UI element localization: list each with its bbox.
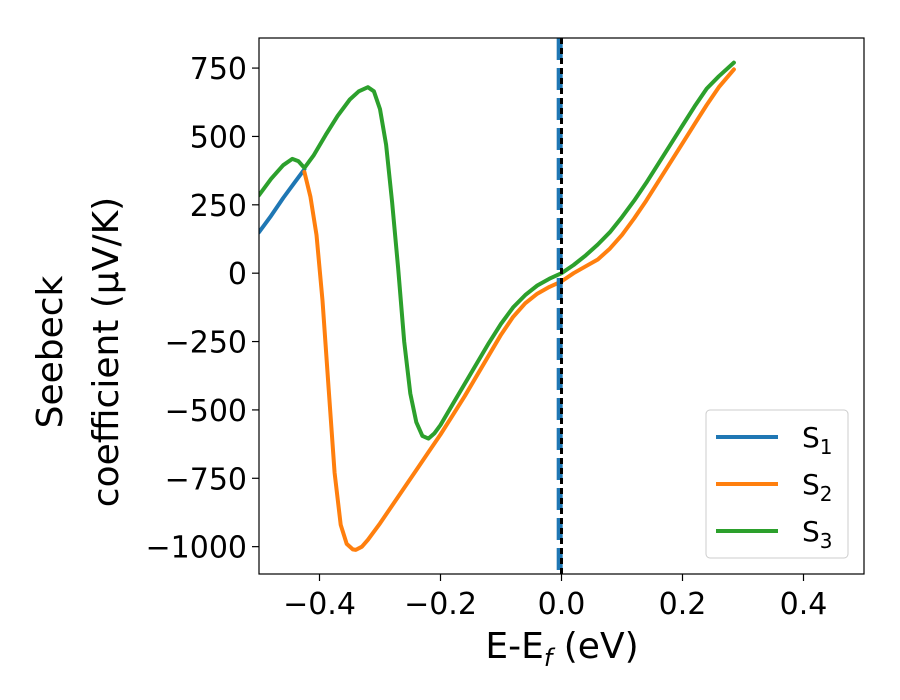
series-line-s3 [259, 60, 736, 441]
x-axis-label-main: E-E [485, 626, 543, 667]
x-tick-label: 0.4 [780, 587, 828, 622]
x-tick-label: 0.0 [538, 587, 586, 622]
y-tick-label: 500 [190, 120, 247, 155]
x-tick-label: −0.4 [283, 587, 356, 622]
legend-label-s2: S2 [802, 468, 833, 506]
y-tick-label: −500 [165, 394, 247, 429]
x-tick-label: 0.2 [659, 587, 707, 622]
y-axis-label-line2: coefficient (μV/K) [86, 197, 127, 507]
y-tick-label: 750 [190, 52, 247, 87]
series-line-s2 [302, 67, 736, 552]
y-tick-label: −750 [165, 462, 247, 497]
series-line-s1 [259, 167, 307, 235]
x-axis: −0.4 −0.2 0.0 0.2 0.4 [283, 574, 827, 622]
y-tick-label: 0 [228, 257, 247, 292]
legend: S1 S2 S3 [705, 409, 849, 559]
y-axis: 750 500 250 0 −250 −500 −750 −1000 [146, 52, 259, 566]
y-tick-label: 250 [190, 189, 247, 224]
y-axis-label: Seebeck coefficient (μV/K) [30, 197, 127, 507]
legend-label-s3: S3 [802, 515, 833, 553]
x-axis-label-tail: (eV) [552, 626, 638, 667]
legend-label-s1: S1 [802, 421, 833, 459]
y-tick-label: −250 [165, 326, 247, 361]
y-axis-label-line1: Seebeck [30, 275, 71, 428]
y-tick-label: −1000 [146, 531, 247, 566]
plot-area [259, 38, 736, 574]
x-tick-label: −0.2 [404, 587, 477, 622]
x-axis-label: E-Ef (eV) [485, 626, 638, 672]
